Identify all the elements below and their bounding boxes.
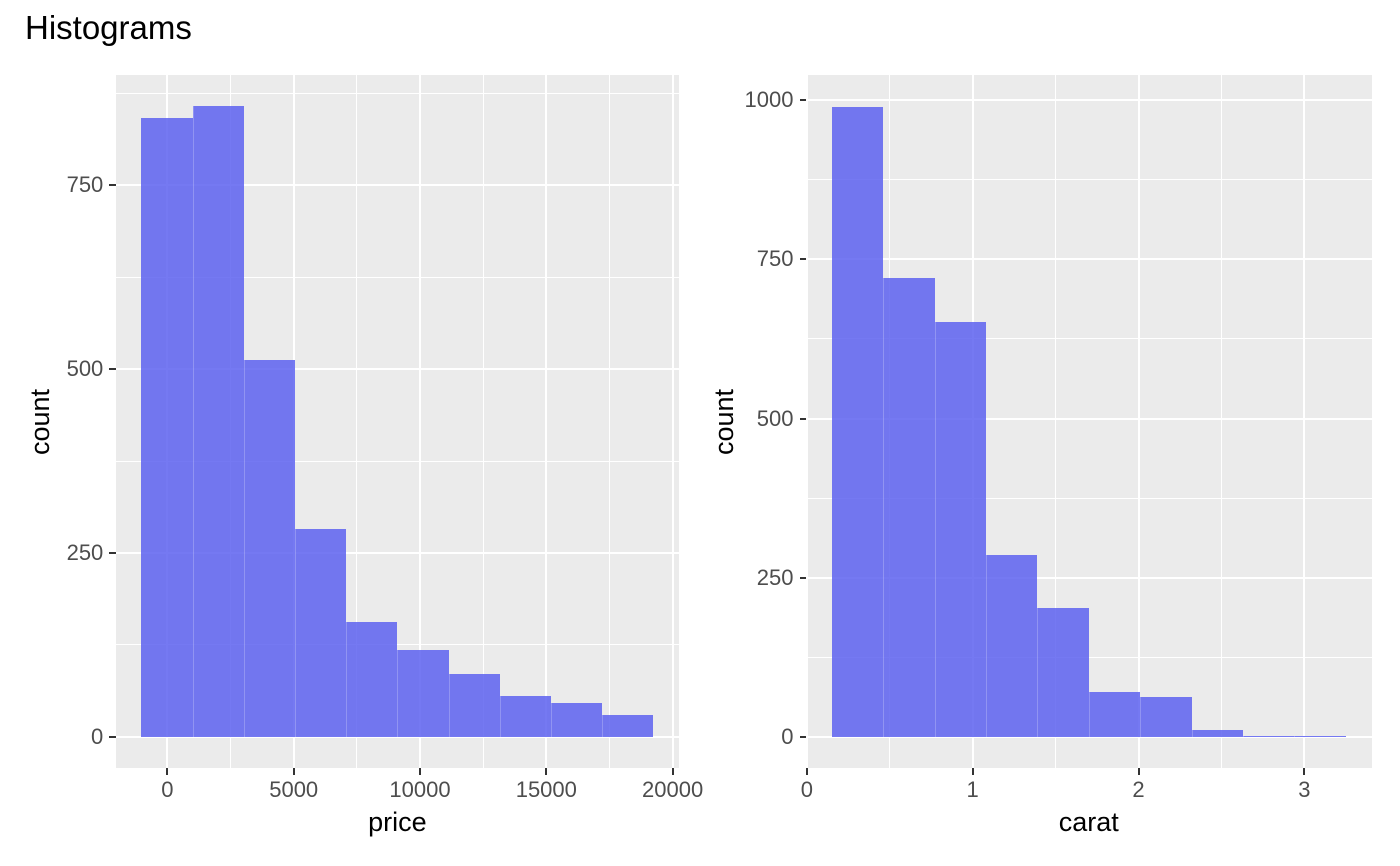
gridline-minor-x xyxy=(1220,75,1222,769)
x-tick-label: 0 xyxy=(161,776,174,802)
histogram-bar xyxy=(831,106,884,737)
x-tick-mark xyxy=(419,768,421,775)
x-axis-title-carat: carat xyxy=(1058,807,1119,837)
y-axis-title-left: count xyxy=(25,388,55,455)
x-tick-mark xyxy=(971,768,974,775)
histogram-bar xyxy=(141,118,193,737)
histogram-bar xyxy=(295,528,347,737)
gridline-major-y xyxy=(115,735,679,738)
y-tick-mark xyxy=(799,576,806,579)
x-tick-label: 1 xyxy=(966,776,979,802)
gridline-major-x xyxy=(419,75,421,769)
gridline-minor-x xyxy=(1055,75,1057,769)
y-tick-mark xyxy=(109,735,116,738)
x-tick-mark xyxy=(1303,768,1306,775)
histogram-bar xyxy=(1294,735,1346,737)
y-tick-mark xyxy=(109,184,116,187)
x-tick-mark xyxy=(545,768,548,775)
gridline-major-y xyxy=(806,576,1372,579)
y-tick-label: 0 xyxy=(781,723,794,749)
y-tick-label: 250 xyxy=(66,539,104,565)
gridline-minor-y xyxy=(115,644,679,646)
y-tick-mark xyxy=(109,551,116,554)
gridline-major-y xyxy=(806,417,1372,420)
y-tick-label: 750 xyxy=(66,172,104,198)
histogram-bar xyxy=(1088,691,1141,737)
y-tick-label: 500 xyxy=(756,405,794,431)
gridline-major-x xyxy=(671,75,674,769)
gridline-major-x xyxy=(1303,75,1306,769)
x-tick-mark xyxy=(1137,768,1140,775)
y-tick-mark xyxy=(109,368,116,371)
x-tick-label: 15000 xyxy=(515,776,577,802)
x-axis-title-price: price xyxy=(368,807,427,837)
y-tick-label: 0 xyxy=(91,723,104,749)
gridline-major-x xyxy=(805,75,808,769)
histogram-bar xyxy=(1242,735,1295,737)
histogram-bar xyxy=(1140,696,1192,737)
y-tick-label: 250 xyxy=(756,564,794,590)
x-tick-mark xyxy=(805,768,808,775)
gridline-minor-y xyxy=(115,92,679,94)
gridline-major-y xyxy=(115,368,679,371)
gridline-major-y xyxy=(806,99,1372,102)
histogram-bar xyxy=(602,714,654,737)
histogram-bar xyxy=(448,673,500,737)
histogram-bar xyxy=(1191,729,1243,737)
histogram-bar xyxy=(397,650,449,737)
gridline-major-y xyxy=(115,551,679,554)
x-tick-label: 0 xyxy=(800,776,813,802)
histogram-bar xyxy=(243,360,295,737)
gridline-major-y xyxy=(806,735,1372,738)
histogram-bar xyxy=(499,695,551,737)
y-tick-mark xyxy=(799,99,806,102)
y-tick-mark xyxy=(799,417,806,420)
y-tick-label: 1000 xyxy=(744,87,794,113)
gridline-minor-x xyxy=(482,75,484,769)
histogram-bar xyxy=(985,554,1038,737)
x-tick-mark xyxy=(166,768,169,775)
x-tick-mark xyxy=(292,768,295,775)
gridline-major-x xyxy=(1137,75,1140,769)
y-tick-mark xyxy=(799,258,806,261)
y-tick-label: 500 xyxy=(66,356,104,382)
gridline-minor-y xyxy=(806,497,1372,499)
histogram-bar xyxy=(346,622,398,737)
x-tick-label: 10000 xyxy=(389,776,451,802)
gridline-minor-y xyxy=(806,656,1372,658)
x-tick-label: 2 xyxy=(1132,776,1145,802)
x-tick-label: 3 xyxy=(1298,776,1311,802)
gridline-minor-y xyxy=(115,460,679,462)
y-tick-label: 750 xyxy=(756,246,794,272)
gridline-minor-x xyxy=(356,75,358,769)
histogram-bar xyxy=(192,106,244,737)
gridline-minor-y xyxy=(115,276,679,278)
histogram-bar xyxy=(551,702,603,737)
gridline-major-x xyxy=(545,75,548,769)
histogram-bar xyxy=(934,322,986,737)
plot-title: Histograms xyxy=(25,9,192,46)
x-tick-label: 5000 xyxy=(269,776,319,802)
histogram-bar xyxy=(883,278,935,737)
gridline-major-y xyxy=(806,258,1372,261)
x-tick-label: 20000 xyxy=(642,776,704,802)
gridline-minor-x xyxy=(608,75,610,769)
gridline-minor-y xyxy=(806,179,1372,181)
gridline-major-y xyxy=(115,184,679,187)
x-tick-mark xyxy=(671,768,674,775)
histogram-bar xyxy=(1037,608,1089,737)
gridline-minor-y xyxy=(806,338,1372,340)
y-tick-mark xyxy=(799,735,806,738)
